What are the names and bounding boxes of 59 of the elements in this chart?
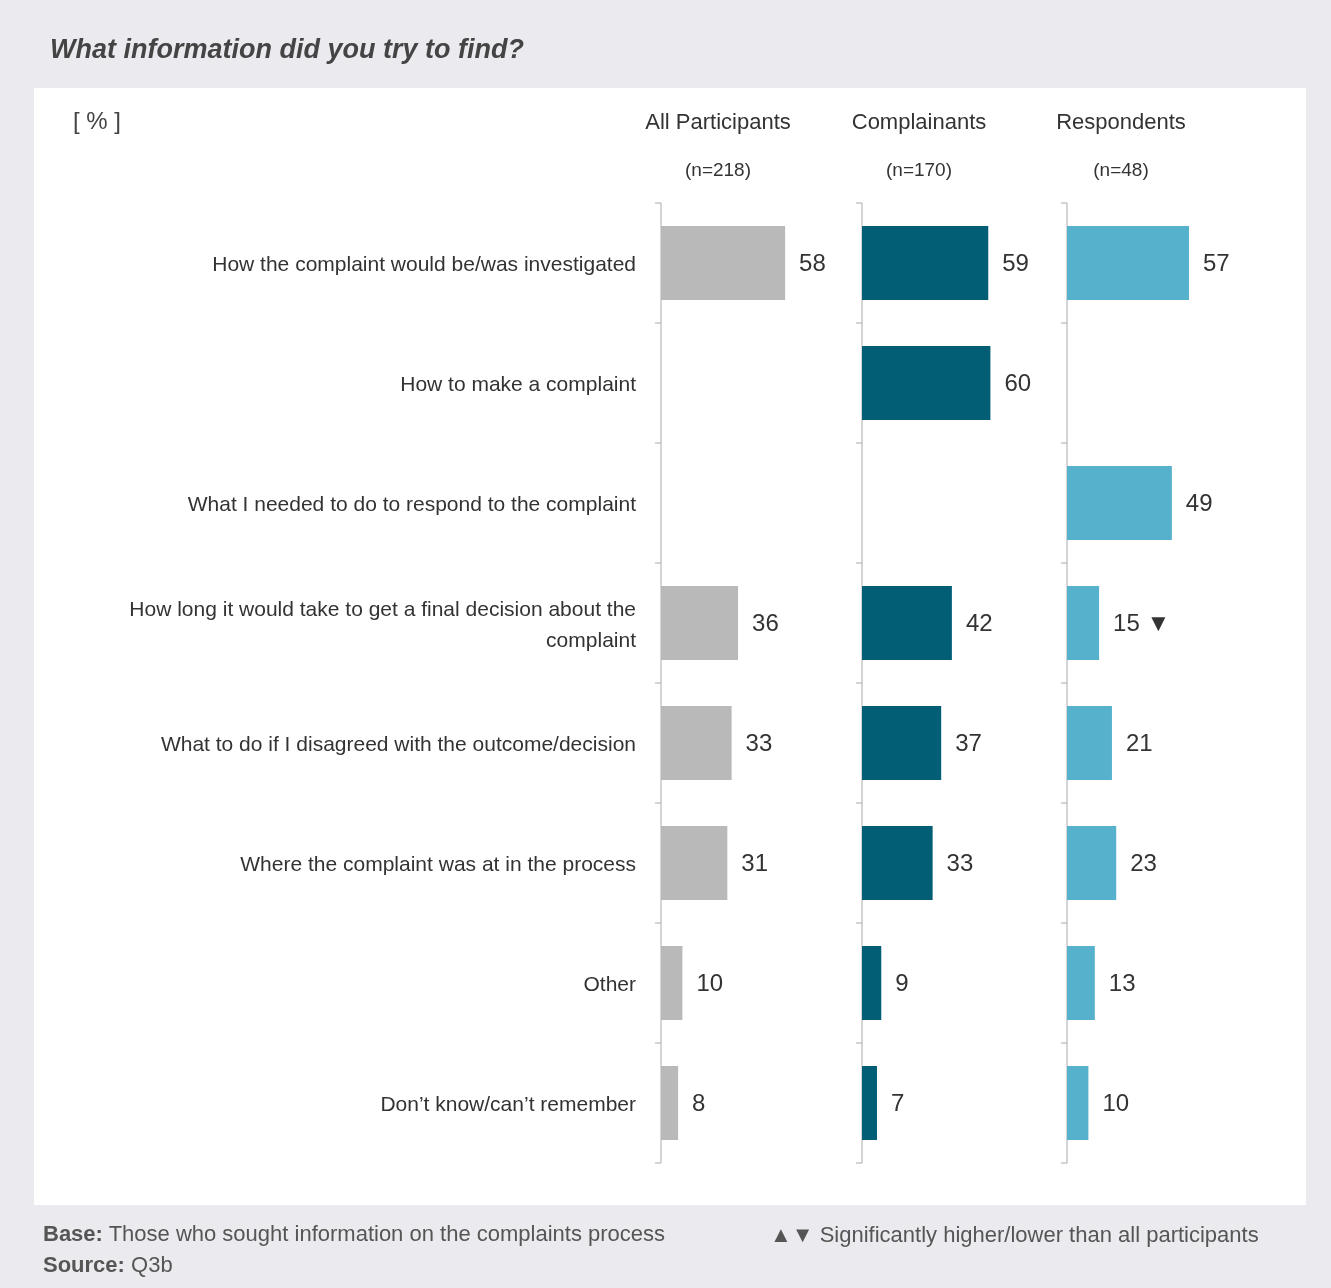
bar [661, 226, 786, 300]
data-label: 7 [890, 1089, 905, 1117]
bar [1067, 586, 1100, 660]
y-tick-label: How the complaint would be/was investigated [212, 252, 636, 275]
data-label: 57 [1202, 249, 1230, 277]
data-label: 10 [1102, 1089, 1130, 1117]
y-tick-label: What to do if I disagreed with the outcome/decision [160, 732, 636, 755]
bar [862, 946, 882, 1020]
bar [862, 346, 991, 420]
data-label: 33 [745, 729, 773, 757]
source-note: Source: Q3b [43, 1252, 173, 1277]
bar [1067, 226, 1189, 300]
y-tick-label: What I needed to do to respond to the complaint [187, 492, 637, 515]
data-label: 37 [955, 729, 982, 757]
bar [661, 826, 728, 900]
data-label: 8 [692, 1089, 706, 1117]
y-tick-label: Where the complaint was at in the process [240, 852, 636, 875]
bar [1067, 946, 1095, 1020]
chart-subtitle: (n=170) [885, 159, 953, 180]
data-label: 13 [1108, 969, 1136, 997]
chart-title: All Participants [645, 109, 791, 134]
text: [ % ] [73, 107, 122, 134]
chart-title: Complainants [851, 109, 987, 134]
data-label: 9 [895, 969, 909, 997]
bar [862, 706, 942, 780]
bar [862, 826, 933, 900]
y-tick-label: Other [583, 972, 636, 995]
bar [862, 1066, 877, 1140]
text: ▲▼ Significantly higher/lower than all participants [770, 1222, 1259, 1247]
data-label: 23 [1130, 849, 1157, 877]
data-label: 42 [965, 609, 993, 637]
y-tick-label: How long it would take to get a final decision about the complaint [129, 596, 637, 651]
bar [1067, 1066, 1089, 1140]
data-label: 33 [946, 849, 974, 877]
bar [661, 1066, 679, 1140]
data-label: 31 [741, 849, 769, 877]
text: Base: Those who sought information on the complaints process [43, 1221, 666, 1246]
chart-subtitle: (n=218) [684, 159, 752, 180]
bar [1067, 706, 1112, 780]
bar [862, 586, 952, 660]
y-tick-label: Don’t know/can’t remember [380, 1092, 636, 1115]
data-label: 15 ▼ [1113, 609, 1171, 637]
bar [862, 226, 989, 300]
data-label: 60 [1004, 369, 1032, 397]
bar [661, 946, 683, 1020]
bar [661, 586, 739, 660]
data-label: 59 [1002, 249, 1029, 277]
text: What information did you try to find? [50, 34, 524, 64]
data-label: 36 [752, 609, 779, 637]
bar [1067, 826, 1117, 900]
data-label: 21 [1125, 729, 1153, 757]
chart-subtitle: (n=48) [1093, 159, 1149, 180]
bar [1067, 466, 1172, 540]
bar [661, 706, 732, 780]
data-label: 58 [799, 249, 826, 277]
y-tick-label: How to make a complaint [400, 372, 637, 395]
data-label: 49 [1185, 489, 1213, 517]
data-label: 10 [696, 969, 724, 997]
chart-title: Respondents [1056, 109, 1186, 134]
